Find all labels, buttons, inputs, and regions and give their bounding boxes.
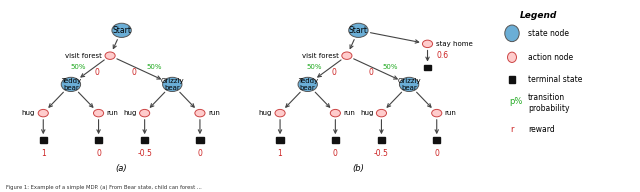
Text: 0: 0: [198, 149, 202, 158]
Text: run: run: [208, 110, 220, 116]
Text: 0: 0: [369, 68, 374, 77]
Circle shape: [105, 52, 115, 59]
Circle shape: [275, 109, 285, 117]
Text: visit forest: visit forest: [302, 53, 339, 59]
Circle shape: [330, 109, 340, 117]
Text: 50%: 50%: [307, 64, 323, 70]
Text: 0.6: 0.6: [436, 51, 449, 60]
Circle shape: [298, 77, 317, 92]
Text: run: run: [344, 110, 355, 116]
Text: 0: 0: [132, 68, 137, 77]
Text: Teddy
bear: Teddy bear: [61, 78, 81, 91]
Text: Start: Start: [112, 26, 131, 35]
Circle shape: [505, 25, 519, 42]
Text: 0: 0: [95, 68, 100, 77]
Text: Teddy
bear: Teddy bear: [298, 78, 318, 91]
Text: (b): (b): [353, 164, 364, 173]
Text: Grizzly
bear: Grizzly bear: [397, 78, 421, 91]
Circle shape: [349, 23, 368, 37]
Text: 0: 0: [332, 68, 337, 77]
Text: action node: action node: [528, 53, 573, 62]
Text: Figure 1: Example of a simple MDP. (a) From Bear state, child can forest ...: Figure 1: Example of a simple MDP. (a) F…: [6, 185, 202, 190]
Text: 0: 0: [435, 149, 439, 158]
Bar: [196, 137, 204, 143]
Circle shape: [342, 52, 352, 59]
Text: hug: hug: [124, 110, 136, 116]
Text: 50%: 50%: [383, 64, 399, 70]
Text: (a): (a): [116, 164, 127, 173]
Text: run: run: [107, 110, 118, 116]
Text: 0: 0: [96, 149, 101, 158]
Circle shape: [399, 77, 419, 92]
Text: hug: hug: [259, 110, 272, 116]
Text: state node: state node: [528, 29, 569, 38]
Text: 0: 0: [333, 149, 338, 158]
Circle shape: [61, 77, 81, 92]
Bar: [141, 137, 148, 143]
Text: 1: 1: [41, 149, 45, 158]
Text: hug: hug: [360, 110, 373, 116]
Text: Legend: Legend: [520, 11, 557, 20]
Text: transition
probability: transition probability: [528, 93, 570, 113]
Bar: [40, 137, 47, 143]
Text: reward: reward: [528, 125, 555, 134]
Text: -0.5: -0.5: [374, 149, 389, 158]
Bar: [378, 137, 385, 143]
Bar: [509, 76, 515, 83]
Text: terminal state: terminal state: [528, 75, 582, 84]
Bar: [433, 137, 440, 143]
Bar: [95, 137, 102, 143]
Text: 1: 1: [278, 149, 282, 158]
Circle shape: [38, 109, 49, 117]
Bar: [276, 137, 284, 143]
Circle shape: [422, 40, 433, 48]
Circle shape: [112, 23, 131, 37]
Text: 50%: 50%: [70, 64, 86, 70]
Text: run: run: [445, 110, 457, 116]
Text: stay home: stay home: [436, 41, 472, 47]
Circle shape: [93, 109, 104, 117]
Bar: [332, 137, 339, 143]
Bar: [424, 65, 431, 70]
Text: 50%: 50%: [146, 64, 162, 70]
Circle shape: [163, 77, 182, 92]
Text: visit forest: visit forest: [65, 53, 102, 59]
Text: Start: Start: [349, 26, 368, 35]
Circle shape: [508, 52, 516, 62]
Text: hug: hug: [22, 110, 35, 116]
Circle shape: [140, 109, 150, 117]
Circle shape: [376, 109, 387, 117]
Text: -0.5: -0.5: [137, 149, 152, 158]
Text: Grizzly
bear: Grizzly bear: [161, 78, 184, 91]
Circle shape: [431, 109, 442, 117]
Circle shape: [195, 109, 205, 117]
Text: r: r: [510, 125, 514, 134]
Text: p%: p%: [509, 97, 522, 106]
